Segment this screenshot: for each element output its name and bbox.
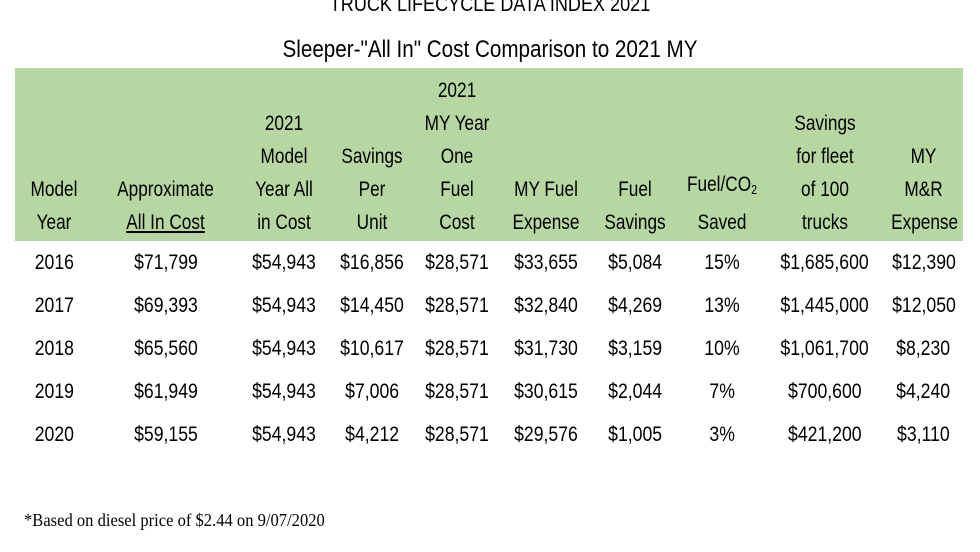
header-fleet-savings: Savings for fleet of 100 trucks xyxy=(794,112,856,234)
header-model-year: Model Year xyxy=(30,178,78,234)
cell-mr-expense: $12,050 xyxy=(891,293,956,317)
cell-fleet-savings: $1,445,000 xyxy=(780,293,870,317)
cell-model-year: 2016 xyxy=(34,250,74,274)
cell-savings-per-unit: $16,856 xyxy=(340,250,404,274)
header-approximate-all-in-cost: Approximate All In Cost xyxy=(117,178,214,234)
cell-mr-expense: $3,110 xyxy=(897,422,950,446)
header-fuel-co2-saved: Fuel/CO2 Saved xyxy=(686,173,758,234)
cell-approx-cost: $61,949 xyxy=(133,379,198,403)
cell-2021-cost: $54,943 xyxy=(252,336,316,360)
header-2021-model-year-all-in-cost: 2021 Model Year All in Cost xyxy=(255,112,313,234)
cell-fleet-savings: $700,600 xyxy=(788,379,862,403)
header-savings-per-unit: Savings Per Unit xyxy=(341,145,403,234)
cell-model-year: 2020 xyxy=(34,422,74,446)
cell-my-fuel-expense: $30,615 xyxy=(514,379,578,403)
header-all-in-cost-text: All In Cost xyxy=(126,211,205,234)
cell-one-fuel-cost: $28,571 xyxy=(425,379,489,403)
cell-savings-per-unit: $4,212 xyxy=(345,422,399,446)
header-fuel-savings: Fuel Savings xyxy=(604,178,666,234)
cell-my-fuel-expense: $32,840 xyxy=(514,293,578,317)
cell-approx-cost: $69,393 xyxy=(133,293,198,317)
cell-savings-per-unit: $14,450 xyxy=(340,293,404,317)
cell-2021-cost: $54,943 xyxy=(252,250,316,274)
cell-fuel-savings: $3,159 xyxy=(608,336,662,360)
cell-fuel-savings: $4,269 xyxy=(608,293,662,317)
table-row: 2019 $61,949 $54,943 $7,006 $28,571 $30,… xyxy=(15,370,963,413)
cost-comparison-table: Model Year Approximate All In Cost 2021 … xyxy=(15,68,963,456)
header-my-fuel-expense: MY Fuel Expense xyxy=(512,178,580,234)
cell-model-year: 2019 xyxy=(34,379,74,403)
cell-fleet-savings: $421,200 xyxy=(788,422,862,446)
cell-fuel-co2-saved: 7% xyxy=(709,379,735,403)
footnote: *Based on diesel price of $2.44 on 9/07/… xyxy=(24,510,325,530)
cell-fleet-savings: $1,061,700 xyxy=(780,336,870,360)
cell-2021-cost: $54,943 xyxy=(252,293,316,317)
header-mr-expense: MY M&R Expense xyxy=(891,145,959,234)
report-subtitle: Sleeper-"All In" Cost Comparison to 2021… xyxy=(282,36,698,63)
cell-savings-per-unit: $7,006 xyxy=(345,379,399,403)
cell-fuel-co2-saved: 13% xyxy=(704,293,740,317)
table-row: 2017 $69,393 $54,943 $14,450 $28,571 $32… xyxy=(15,284,963,327)
report-title: TRUCK LIFECYCLE DATA INDEX 2021 xyxy=(329,0,651,16)
cell-fuel-savings: $1,005 xyxy=(608,422,662,446)
cell-fuel-savings: $2,044 xyxy=(608,379,662,403)
table-row: 2018 $65,560 $54,943 $10,617 $28,571 $31… xyxy=(15,327,963,370)
cell-fuel-co2-saved: 15% xyxy=(704,250,740,274)
table-header-row: Model Year Approximate All In Cost 2021 … xyxy=(15,68,963,241)
cell-mr-expense: $8,230 xyxy=(896,336,951,360)
cell-approx-cost: $59,155 xyxy=(133,422,198,446)
cell-fuel-savings: $5,084 xyxy=(608,250,662,274)
cell-one-fuel-cost: $28,571 xyxy=(425,422,489,446)
header-one-fuel-cost: 2021 MY Year One Fuel Cost xyxy=(424,79,490,234)
cell-2021-cost: $54,943 xyxy=(252,422,316,446)
cell-fuel-co2-saved: 10% xyxy=(704,336,740,360)
cell-2021-cost: $54,943 xyxy=(252,379,316,403)
cell-model-year: 2018 xyxy=(34,336,74,360)
cell-fleet-savings: $1,685,600 xyxy=(780,250,870,274)
cell-mr-expense: $4,240 xyxy=(896,379,951,403)
cell-one-fuel-cost: $28,571 xyxy=(425,336,489,360)
cell-one-fuel-cost: $28,571 xyxy=(425,250,489,274)
cell-approx-cost: $71,799 xyxy=(133,250,198,274)
cell-my-fuel-expense: $31,730 xyxy=(514,336,578,360)
cell-my-fuel-expense: $33,655 xyxy=(514,250,578,274)
cell-mr-expense: $12,390 xyxy=(891,250,956,274)
cell-one-fuel-cost: $28,571 xyxy=(425,293,489,317)
table-row: 2020 $59,155 $54,943 $4,212 $28,571 $29,… xyxy=(15,413,963,456)
cell-model-year: 2017 xyxy=(34,293,74,317)
cell-my-fuel-expense: $29,576 xyxy=(514,422,578,446)
cell-fuel-co2-saved: 3% xyxy=(709,422,735,446)
cell-approx-cost: $65,560 xyxy=(133,336,198,360)
table-row: 2016 $71,799 $54,943 $16,856 $28,571 $33… xyxy=(15,241,963,284)
cell-savings-per-unit: $10,617 xyxy=(340,336,404,360)
